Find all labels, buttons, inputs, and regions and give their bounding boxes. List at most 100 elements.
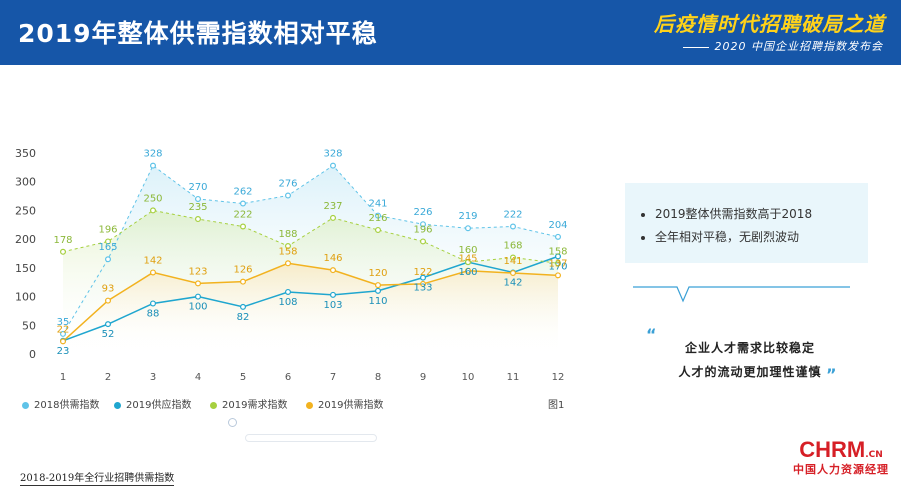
close-quote-icon: ” [826, 365, 837, 384]
data-point-2019-demand [195, 216, 202, 223]
logo-domain: .CN [865, 450, 883, 460]
legend-label: 2019需求指数 [222, 400, 288, 411]
data-point-2018-demand [285, 192, 292, 199]
data-point-2019-supply-demand [285, 260, 292, 267]
summary-item: 2019整体供需指数高于2018 [655, 203, 868, 226]
data-point-2019-supply [285, 288, 292, 295]
data-label-2019-demand: 222 [233, 210, 252, 221]
data-point-2019-demand [104, 238, 111, 245]
data-label-2018-demand: 222 [503, 210, 522, 221]
x-tick-label: 11 [507, 372, 520, 383]
summary-list: 2019整体供需指数高于2018 全年相对平稳，无剧烈波动 [625, 183, 868, 249]
data-label-2019-demand: 188 [278, 229, 297, 240]
event-title: 后疫情时代招聘破局之道 [654, 12, 885, 36]
data-point-2019-supply [330, 291, 337, 298]
y-tick-label: 250 [15, 204, 36, 217]
legend-dot-icon [306, 402, 313, 409]
data-label-2019-supply-demand: 126 [233, 265, 252, 276]
y-tick-label: 150 [15, 262, 36, 275]
data-point-2019-supply [240, 303, 247, 310]
data-label-2019-supply: 88 [147, 308, 160, 319]
legend-dot-icon [114, 402, 121, 409]
data-label-2019-supply-demand: 122 [413, 267, 432, 278]
x-tick-label: 1 [60, 372, 66, 383]
legend-item-2018-demand[interactable]: 2018供需指数 [22, 396, 99, 411]
y-tick-label: 300 [15, 176, 36, 189]
data-label-2019-supply: 160 [458, 267, 477, 278]
data-label-2019-supply-demand: 137 [548, 258, 567, 269]
legend-label: 2018供需指数 [34, 400, 100, 411]
x-tick-label: 3 [150, 372, 156, 383]
y-tick-label: 50 [22, 319, 36, 332]
chart-scrollbar[interactable] [245, 434, 377, 442]
series-line-2019-demand [62, 209, 559, 264]
data-point-2018-demand [195, 195, 202, 202]
quote-line: 企业人才需求比较稳定 [684, 341, 815, 355]
data-label-2019-supply-demand: 158 [278, 246, 297, 257]
data-label-2019-demand: 196 [98, 224, 117, 235]
data-label-2019-supply: 133 [413, 283, 432, 294]
x-tick-label: 12 [552, 372, 565, 383]
data-point-2019-demand [240, 223, 247, 230]
legend-item-2019-supply[interactable]: 2019供应指数 [114, 396, 191, 411]
data-label-2019-supply: 142 [503, 277, 522, 288]
dash-decoration [682, 46, 709, 48]
quote-block: “ 企业人才需求比较稳定 人才的流动更加理性谨慎 ” [640, 325, 860, 385]
data-point-2018-demand [240, 200, 247, 207]
data-point-2019-supply-demand [330, 267, 337, 274]
data-point-2018-demand [59, 330, 66, 337]
summary-box: 2019整体供需指数高于2018 全年相对平稳，无剧烈波动 [625, 183, 868, 263]
data-label-2019-demand: 250 [143, 193, 162, 204]
data-label-2019-supply: 82 [237, 312, 250, 323]
data-point-2018-demand [150, 162, 157, 169]
x-tick-label: 2 [105, 372, 111, 383]
data-label-2018-demand: 241 [368, 199, 387, 210]
data-point-2019-supply-demand [420, 280, 427, 287]
logo-mark: CHRM.CN [793, 439, 889, 461]
y-tick-label: 350 [15, 147, 36, 160]
y-tick-label: 100 [15, 291, 36, 304]
data-point-2019-demand [59, 248, 66, 255]
data-point-2019-demand [285, 243, 292, 250]
x-tick-label: 10 [462, 372, 475, 383]
data-label-2019-demand: 168 [503, 241, 522, 252]
x-tick-label: 4 [195, 372, 201, 383]
data-label-2018-demand: 219 [458, 211, 477, 222]
data-label-2019-supply-demand: 146 [323, 253, 342, 264]
legend-dot-icon [22, 402, 29, 409]
slider-handle[interactable] [228, 418, 237, 427]
data-label-2019-supply: 108 [278, 297, 297, 308]
figure-label: 图1 [548, 400, 565, 411]
data-point-2019-demand [420, 238, 427, 245]
data-point-2019-supply [420, 274, 427, 281]
data-point-2019-supply-demand [150, 269, 157, 276]
open-quote-icon: “ [646, 325, 657, 344]
data-label-2019-supply-demand: 123 [188, 266, 207, 277]
data-point-2019-supply-demand [195, 280, 202, 287]
data-label-2019-supply: 100 [188, 302, 207, 313]
x-tick-label: 5 [240, 372, 246, 383]
legend-item-2019-supply-demand[interactable]: 2019供需指数 [306, 396, 383, 411]
data-label-2019-demand: 216 [368, 213, 387, 224]
header-bar: 2019年整体供需指数相对平稳 后疫情时代招聘破局之道 2020 中国企业招聘指… [0, 0, 901, 65]
data-label-2019-demand: 196 [413, 224, 432, 235]
data-label-2018-demand: 328 [143, 149, 162, 160]
data-point-2019-supply-demand [510, 270, 517, 277]
data-point-2019-supply [554, 253, 561, 260]
x-tick-label: 8 [375, 372, 381, 383]
data-label-2018-demand: 165 [98, 242, 117, 253]
data-label-2019-supply: 23 [57, 346, 70, 357]
data-point-2018-demand [465, 225, 472, 232]
series-line-2019-supply [62, 255, 559, 342]
data-label-2019-supply: 110 [368, 296, 387, 307]
logo-tagline: 中国人力资源经理 [793, 463, 889, 476]
legend-item-2019-demand[interactable]: 2019需求指数 [210, 396, 287, 411]
x-tick-label: 9 [420, 372, 426, 383]
data-point-2019-supply [104, 321, 111, 328]
data-point-2019-demand [465, 259, 472, 266]
x-tick-label: 7 [330, 372, 336, 383]
data-label-2018-demand: 204 [548, 220, 567, 231]
data-point-2018-demand [375, 212, 382, 219]
event-subtitle-text: 2020 中国企业招聘指数发布会 [714, 40, 883, 53]
